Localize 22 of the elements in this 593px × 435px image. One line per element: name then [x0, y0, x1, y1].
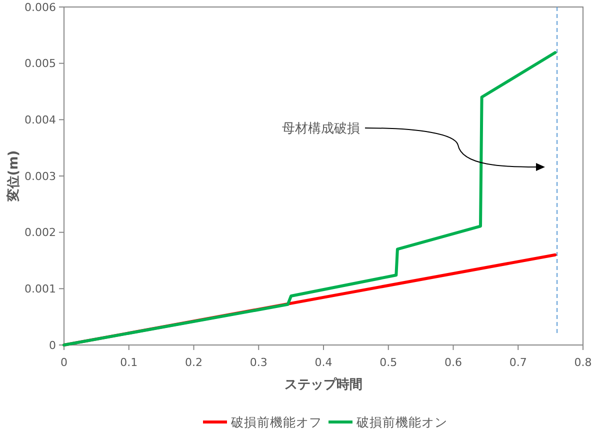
x-tick-label: 0.2 — [185, 356, 202, 369]
y-axis-title: 変位(m) — [6, 150, 22, 203]
y-tick-label: 0.002 — [24, 226, 56, 240]
x-tick-label: 0.7 — [509, 356, 527, 369]
y-tick-label: 0 — [49, 338, 56, 352]
x-tick-label: 0.8 — [574, 356, 592, 369]
y-tick-label: 0.001 — [24, 282, 56, 296]
x-tick-label: 0 — [60, 356, 68, 369]
x-tick-label: 0.3 — [250, 356, 268, 369]
x-tick-label: 0.4 — [314, 356, 332, 369]
annotation: 母材構成破損 — [282, 122, 360, 137]
y-tick-label: 0.003 — [24, 170, 56, 183]
y-tick-label: 0.004 — [24, 114, 56, 127]
legend-label: 破損前機能オン — [356, 414, 448, 430]
x-tick-label: 0.6 — [444, 356, 462, 369]
line-series — [62, 51, 557, 346]
x-tick-label: 0.1 — [120, 356, 138, 369]
y-tick-label: 0.006 — [24, 0, 56, 14]
x-axis-title: ステップ時間 — [284, 376, 362, 393]
legend-label: 破損前機能オフ — [230, 414, 322, 430]
x-tick-label: 0.5 — [380, 356, 398, 369]
y-tick-label: 0.005 — [24, 57, 56, 70]
